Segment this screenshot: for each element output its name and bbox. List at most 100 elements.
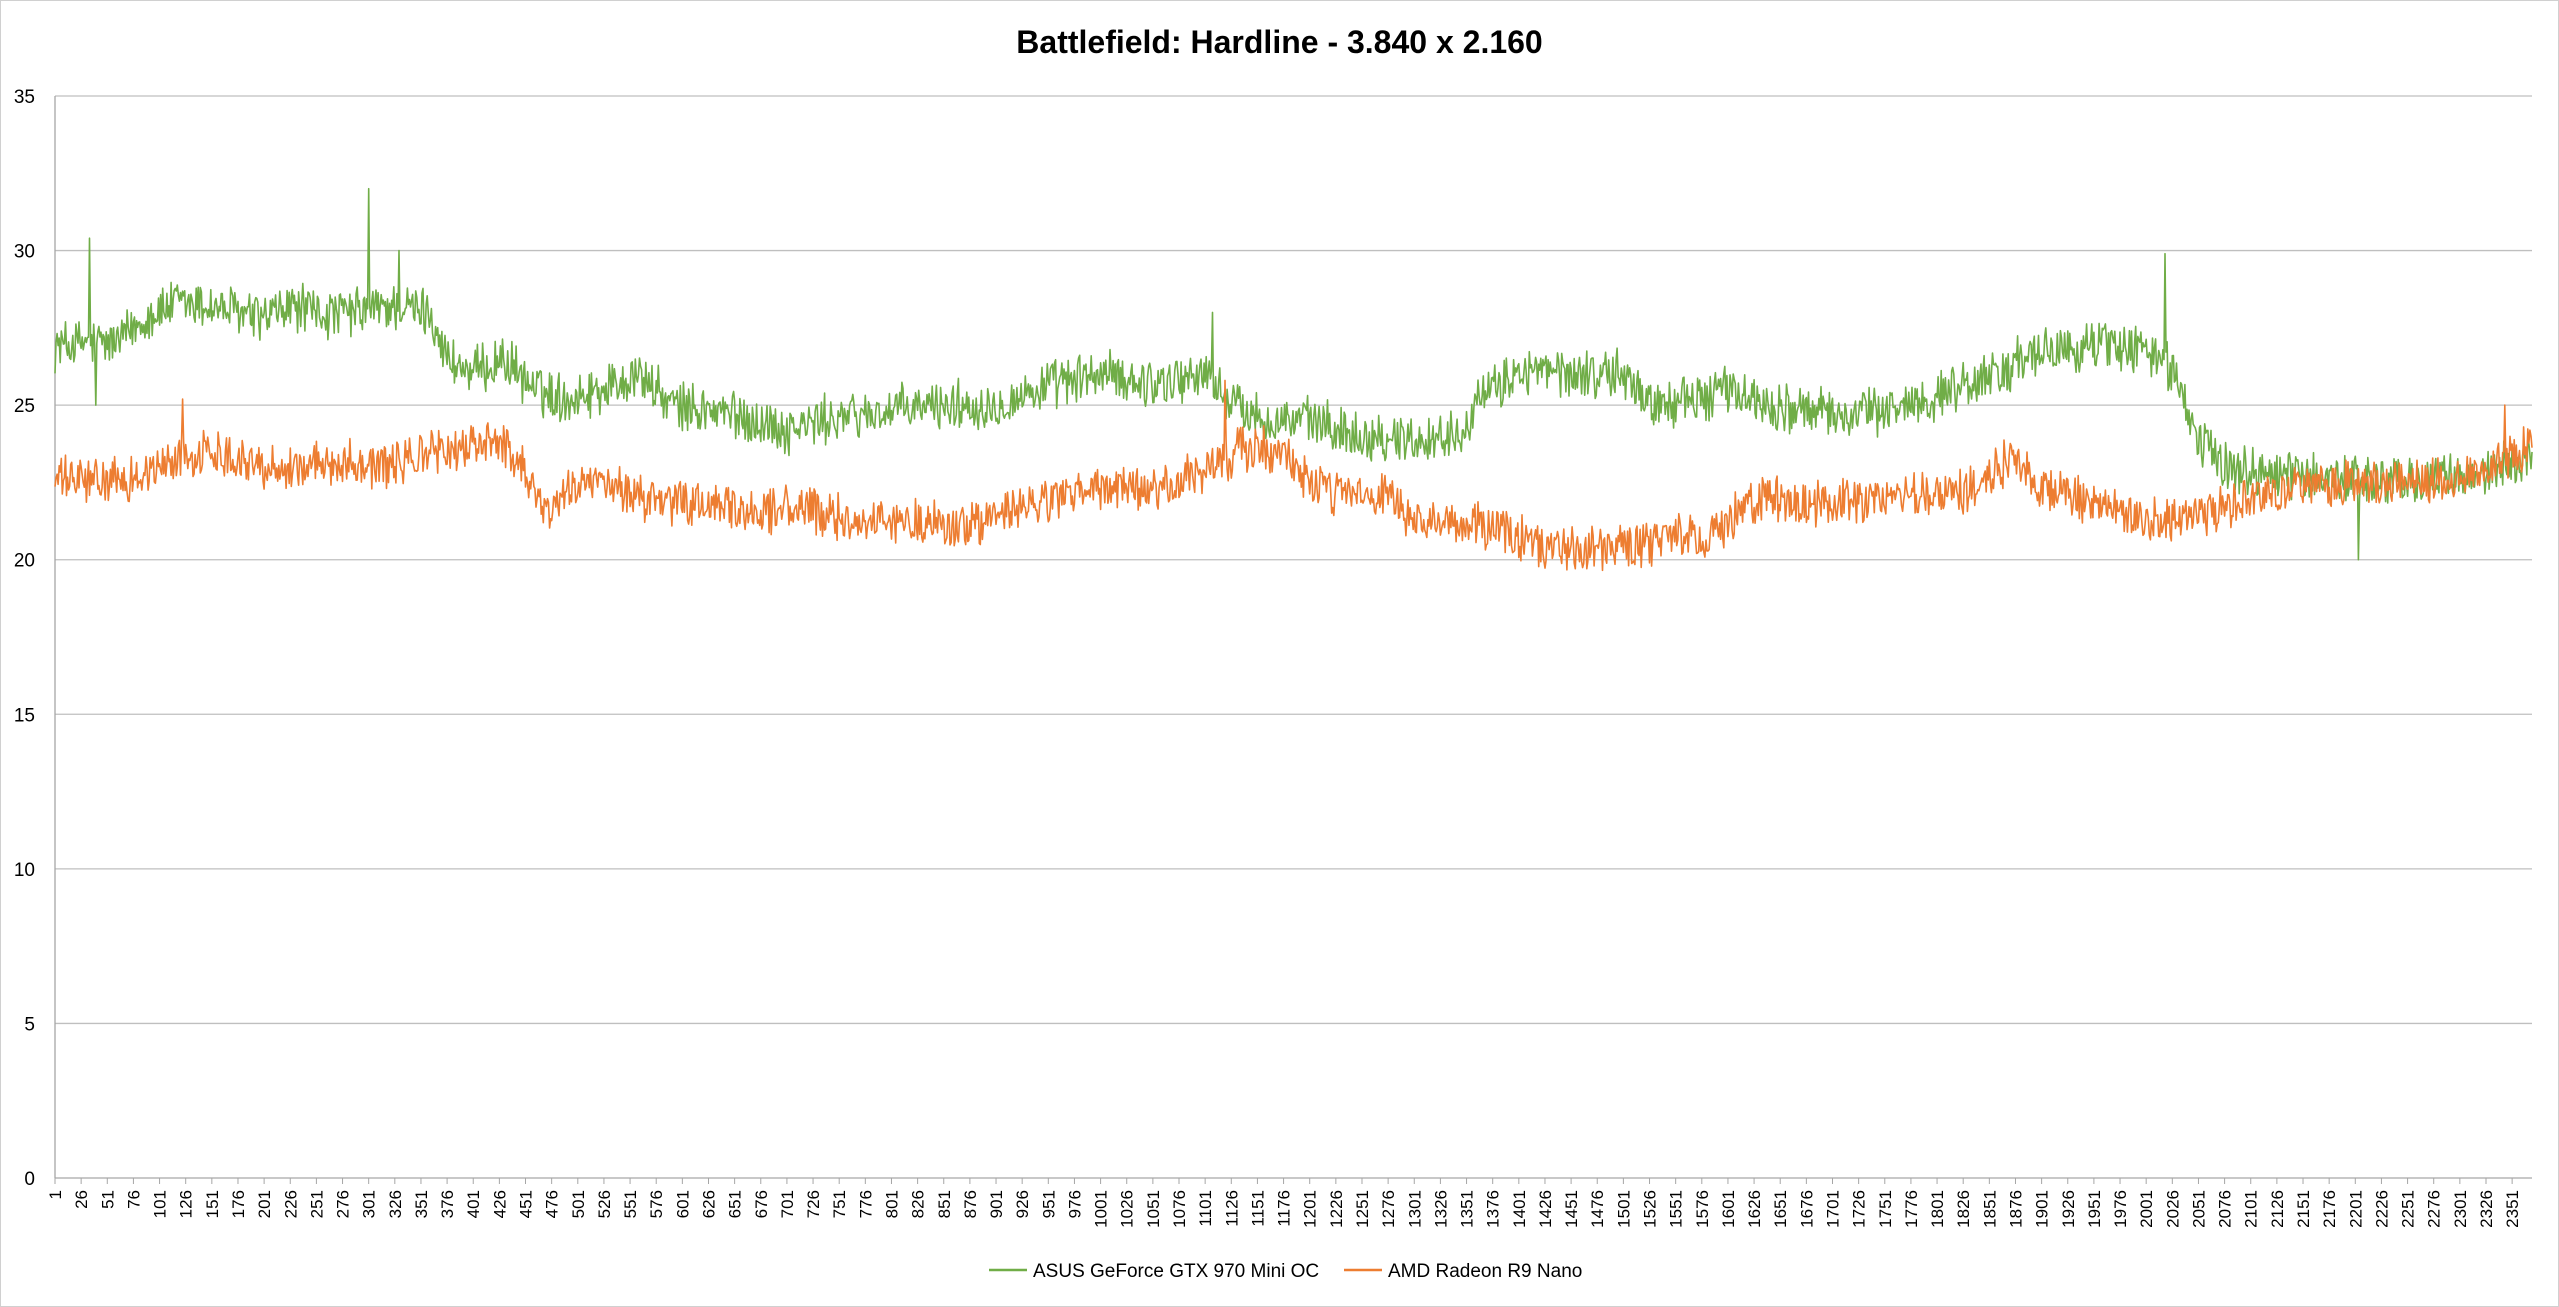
x-tick-label: 1326	[1431, 1190, 1450, 1228]
y-tick-label: 15	[14, 705, 35, 726]
x-tick-label: 1176	[1275, 1190, 1294, 1227]
x-tick-label: 801	[882, 1190, 901, 1218]
legend-label-1: AMD Radeon R9 Nano	[1388, 1261, 1582, 1282]
x-tick-label: 1251	[1353, 1190, 1372, 1228]
x-tick-label: 176	[229, 1190, 248, 1218]
x-tick-label: 1726	[1850, 1190, 1869, 1228]
x-axis-ticks: 1 26 51 76 101 126 151 176 201 226 251 276 301 326 351…	[46, 1178, 2522, 1228]
x-tick-label: 926	[1013, 1190, 1032, 1218]
x-tick-label: 701	[778, 1190, 797, 1218]
x-tick-label: 2251	[2399, 1190, 2418, 1228]
x-tick-label: 51	[98, 1190, 117, 1209]
y-tick-label: 5	[24, 1014, 35, 1035]
x-tick-label: 851	[935, 1190, 954, 1218]
x-tick-label: 1501	[1614, 1190, 1633, 1228]
x-tick-label: 1651	[1771, 1190, 1790, 1228]
x-tick-label: 1626	[1745, 1190, 1764, 1228]
x-tick-label: 376	[438, 1190, 457, 1218]
y-tick-label: 20	[14, 551, 35, 572]
x-tick-label: 1001	[1092, 1190, 1111, 1228]
x-tick-label: 726	[804, 1190, 823, 1218]
x-tick-label: 1876	[2006, 1190, 2025, 1228]
x-tick-label: 601	[673, 1190, 692, 1218]
x-tick-label: 1951	[2085, 1190, 2104, 1228]
x-tick-label: 1601	[1719, 1190, 1738, 1228]
x-tick-label: 1451	[1562, 1190, 1581, 1228]
x-tick-label: 1276	[1379, 1190, 1398, 1228]
x-tick-label: 2051	[2189, 1190, 2208, 1228]
x-tick-label: 426	[490, 1190, 509, 1218]
x-tick-label: 626	[699, 1190, 718, 1218]
x-tick-label: 1926	[2059, 1190, 2078, 1228]
x-tick-label: 1101	[1196, 1190, 1215, 1227]
gridlines	[55, 95, 2532, 1025]
x-tick-label: 526	[595, 1190, 614, 1218]
x-tick-label: 301	[360, 1190, 379, 1218]
x-tick-label: 151	[203, 1190, 222, 1218]
x-tick-label: 1426	[1536, 1190, 1555, 1228]
x-tick-label: 1551	[1667, 1190, 1686, 1228]
x-tick-label: 2151	[2294, 1190, 2313, 1228]
x-tick-label: 2201	[2346, 1190, 2365, 1228]
x-tick-label: 576	[647, 1190, 666, 1218]
x-tick-label: 1576	[1693, 1190, 1712, 1228]
x-tick-label: 1026	[1118, 1190, 1137, 1228]
x-tick-label: 2326	[2477, 1190, 2496, 1228]
x-tick-label: 1126	[1222, 1190, 1241, 1227]
x-tick-label: 1901	[2033, 1190, 2052, 1228]
chart-title: Battlefield: Hardline - 3.840 x 2.160	[1016, 24, 1543, 60]
x-tick-label: 1051	[1144, 1190, 1163, 1228]
x-tick-label: 476	[543, 1190, 562, 1218]
x-tick-label: 876	[961, 1190, 980, 1218]
axes	[54, 96, 2532, 1179]
x-tick-label: 101	[151, 1190, 170, 1218]
x-tick-label: 1301	[1405, 1190, 1424, 1228]
x-tick-label: 2126	[2268, 1190, 2287, 1228]
y-axis-ticks: 0 5 10 15 20 25 30 35	[14, 87, 35, 1190]
series-lines	[54, 187, 2533, 572]
x-tick-label: 1801	[1928, 1190, 1947, 1228]
x-tick-label: 1376	[1484, 1190, 1503, 1228]
x-tick-label: 2026	[2163, 1190, 2182, 1228]
x-tick-label: 951	[1039, 1190, 1058, 1218]
x-tick-label: 1401	[1510, 1190, 1529, 1228]
x-tick-label: 1701	[1824, 1190, 1843, 1228]
x-tick-label: 276	[334, 1190, 353, 1218]
x-tick-label: 1776	[1902, 1190, 1921, 1228]
x-tick-label: 326	[386, 1190, 405, 1218]
y-tick-label: 0	[24, 1169, 35, 1190]
legend-label-0: ASUS GeForce GTX 970 Mini OC	[1033, 1261, 1319, 1282]
x-tick-label: 26	[72, 1190, 91, 1209]
x-tick-label: 126	[177, 1190, 196, 1218]
series-line-1	[54, 379, 2533, 572]
x-tick-label: 1526	[1641, 1190, 1660, 1228]
x-tick-label: 451	[517, 1190, 536, 1218]
x-tick-label: 351	[412, 1190, 431, 1218]
x-tick-label: 976	[1065, 1190, 1084, 1218]
x-tick-label: 401	[464, 1190, 483, 1218]
x-tick-label: 251	[307, 1190, 326, 1218]
x-tick-label: 226	[281, 1190, 300, 1218]
y-tick-label: 10	[14, 860, 35, 881]
x-tick-label: 1851	[1980, 1190, 1999, 1228]
y-tick-label: 35	[14, 87, 35, 108]
y-tick-label: 30	[14, 242, 35, 263]
x-tick-label: 651	[726, 1190, 745, 1218]
x-tick-label: 901	[987, 1190, 1006, 1218]
x-tick-label: 201	[255, 1190, 274, 1218]
x-tick-label: 2176	[2320, 1190, 2339, 1228]
x-tick-label: 1976	[2111, 1190, 2130, 1228]
x-tick-label: 1076	[1170, 1190, 1189, 1228]
series-line-0	[54, 187, 2533, 561]
x-tick-label: 751	[830, 1190, 849, 1218]
x-tick-label: 1151	[1248, 1190, 1267, 1227]
x-tick-label: 2351	[2503, 1190, 2522, 1228]
x-tick-label: 1	[46, 1190, 65, 1199]
x-tick-label: 1676	[1797, 1190, 1816, 1228]
x-tick-label: 676	[752, 1190, 771, 1218]
x-tick-label: 551	[621, 1190, 640, 1218]
x-tick-label: 2226	[2372, 1190, 2391, 1228]
x-tick-label: 76	[124, 1190, 143, 1209]
x-tick-label: 2001	[2137, 1190, 2156, 1228]
